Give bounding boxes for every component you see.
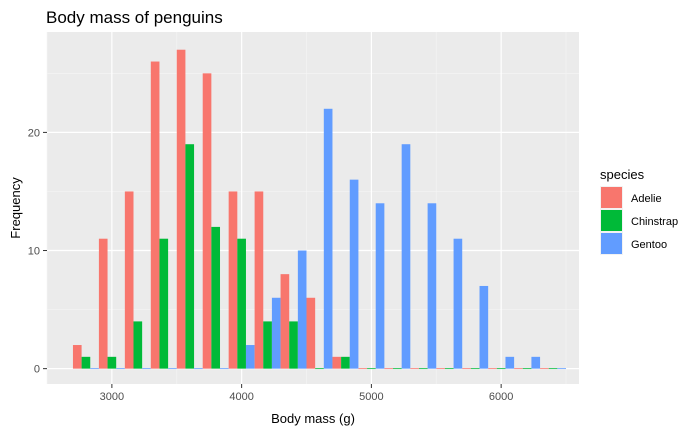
y-tick-label: 10 (28, 246, 40, 258)
bar-adelie (306, 297, 316, 369)
bar-chinstrap (522, 368, 532, 370)
bar-gentoo (90, 368, 99, 370)
bar-chinstrap (470, 368, 480, 370)
bar-gentoo (142, 368, 151, 370)
y-axis-ticks: 0 10 20 (28, 127, 47, 376)
bar-chinstrap (263, 321, 272, 369)
legend-title: species (600, 167, 645, 182)
bar-adelie (72, 345, 82, 369)
bar-adelie (280, 274, 290, 369)
y-tick-label: 20 (28, 127, 40, 139)
bar-chinstrap (289, 321, 298, 369)
bar-adelie (488, 368, 497, 370)
bar-adelie (540, 368, 549, 370)
bar-gentoo (505, 356, 515, 369)
bar-adelie (410, 368, 419, 370)
legend-label-adelie: Adelie (631, 193, 662, 205)
x-tick-label: 5000 (359, 391, 383, 403)
bar-gentoo (427, 203, 437, 369)
bar-chinstrap (159, 238, 169, 369)
bar-chinstrap (444, 368, 454, 370)
bar-adelie (332, 356, 342, 369)
bar-chinstrap (107, 356, 117, 369)
bar-gentoo (531, 356, 541, 369)
bar-gentoo (375, 203, 385, 369)
bar-gentoo (271, 297, 281, 369)
legend-label-gentoo: Gentoo (631, 239, 667, 251)
bar-chinstrap (237, 238, 246, 369)
bar-adelie (98, 238, 108, 369)
bar-adelie (436, 368, 445, 370)
bar-adelie (124, 191, 134, 369)
bar-chinstrap (211, 226, 221, 369)
x-axis-title: Body mass (g) (271, 411, 355, 426)
bar-adelie (514, 368, 523, 370)
bar-group (72, 49, 567, 370)
bar-gentoo (349, 179, 359, 369)
bar-chinstrap (548, 368, 558, 370)
bar-chinstrap (133, 321, 143, 369)
bar-chinstrap (315, 368, 324, 370)
bar-chinstrap (81, 356, 91, 369)
bar-gentoo (168, 368, 177, 370)
bar-adelie (228, 191, 238, 369)
chart-title: Body mass of penguins (46, 8, 223, 27)
bar-chinstrap (341, 356, 350, 369)
bar-gentoo (557, 368, 567, 370)
bar-gentoo (245, 345, 255, 369)
x-tick-label: 4000 (229, 391, 253, 403)
x-tick-label: 6000 (489, 391, 513, 403)
bar-adelie (254, 191, 264, 369)
bar-gentoo (323, 108, 333, 369)
bar-adelie (176, 49, 186, 369)
bar-chinstrap (367, 368, 376, 370)
y-tick-label: 0 (34, 364, 40, 376)
bar-gentoo (479, 285, 489, 369)
bar-adelie (462, 368, 471, 370)
bar-adelie (384, 368, 394, 370)
bar-gentoo (194, 368, 203, 370)
bar-chinstrap (393, 368, 402, 370)
bar-chinstrap (185, 144, 195, 369)
bar-gentoo (401, 144, 411, 369)
bar-adelie (150, 61, 160, 369)
legend-swatch-adelie (601, 187, 622, 208)
x-axis-ticks: 3000 4000 5000 6000 (100, 384, 513, 403)
bar-gentoo (220, 368, 229, 370)
legend-swatch-chinstrap (601, 210, 622, 231)
x-tick-label: 3000 (100, 391, 124, 403)
bar-adelie (358, 368, 368, 370)
bar-gentoo (116, 368, 125, 370)
bar-gentoo (453, 238, 463, 369)
bar-chinstrap (418, 368, 428, 370)
legend-label-chinstrap: Chinstrap (631, 216, 678, 228)
bar-chinstrap (496, 368, 506, 370)
bar-adelie (202, 73, 212, 369)
bar-gentoo (297, 250, 307, 369)
y-axis-title: Frequency (8, 177, 23, 239)
legend: species Adelie Chinstrap Gentoo (600, 167, 678, 255)
legend-swatch-gentoo (601, 233, 622, 254)
